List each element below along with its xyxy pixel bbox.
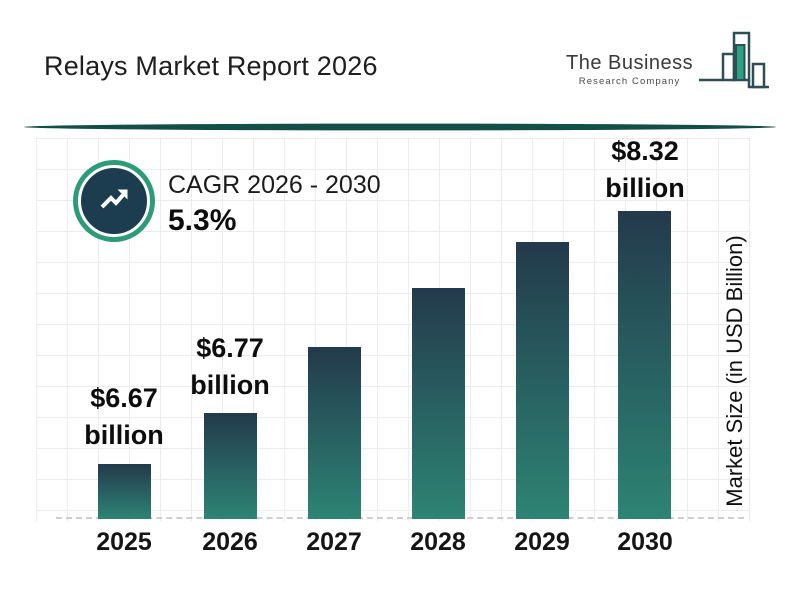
- logo-text: The Business Research Company: [566, 53, 693, 87]
- value-unit: billion: [190, 370, 270, 400]
- cagr-badge: [73, 160, 155, 242]
- value-unit: billion: [84, 420, 164, 450]
- value-label-2026: $6.77 billion: [155, 330, 305, 404]
- bar-2027: [308, 347, 361, 519]
- bar-2026: [204, 413, 257, 519]
- divider-line: [24, 123, 776, 131]
- logo-subname: Research Company: [578, 76, 681, 87]
- x-tick-2025: 2025: [96, 528, 152, 556]
- logo-name: The Business: [566, 52, 694, 74]
- value-unit: billion: [605, 173, 685, 203]
- company-logo: The Business Research Company: [566, 30, 770, 99]
- bar-2029: [516, 242, 569, 519]
- cagr-period-label: CAGR 2026 - 2030: [168, 171, 381, 199]
- bar-2028: [412, 288, 465, 519]
- value-amount: $6.77: [196, 333, 264, 363]
- page-title: Relays Market Report 2026: [44, 51, 378, 81]
- x-tick-2026: 2026: [202, 528, 258, 556]
- x-tick-2028: 2028: [410, 528, 466, 556]
- x-tick-2030: 2030: [617, 528, 673, 556]
- bar-2025: [98, 464, 151, 519]
- logo-bars-icon: [698, 30, 770, 99]
- value-label-2030: $8.32 billion: [570, 133, 720, 207]
- trending-up-icon: [94, 179, 134, 224]
- bar-2030: [618, 211, 671, 519]
- value-label-2025: $6.67 billion: [49, 380, 199, 454]
- chart-baseline: [56, 517, 744, 519]
- value-amount: $6.67: [90, 383, 158, 413]
- cagr-badge-inner: [78, 165, 150, 237]
- value-amount: $8.32: [611, 136, 679, 166]
- y-axis-label: Market Size (in USD Billion): [722, 235, 747, 507]
- cagr-value: 5.3%: [168, 204, 237, 237]
- x-tick-2027: 2027: [306, 528, 362, 556]
- x-tick-2029: 2029: [514, 528, 570, 556]
